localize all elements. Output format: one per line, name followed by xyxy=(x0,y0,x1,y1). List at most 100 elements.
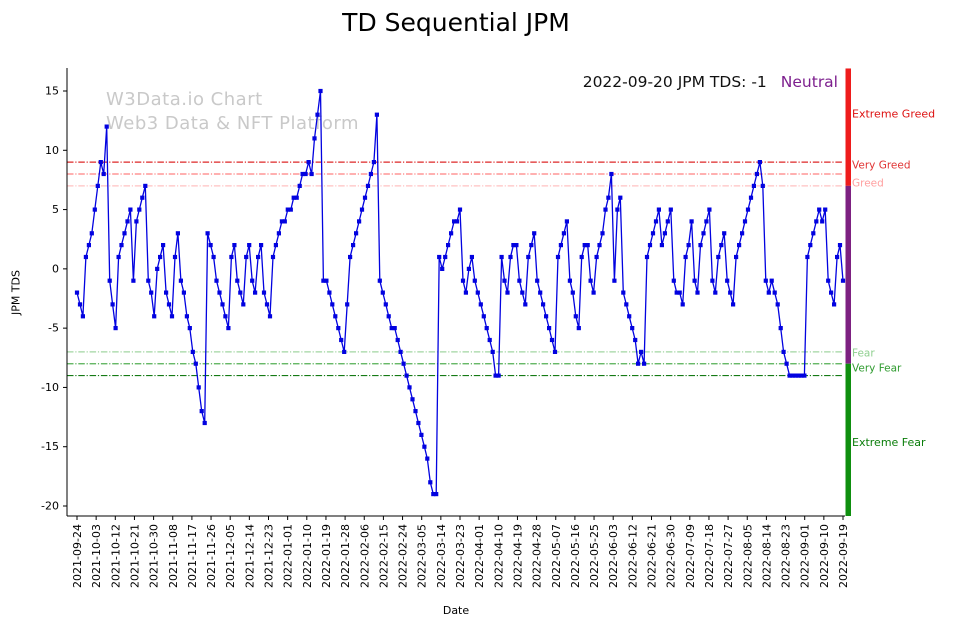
data-point xyxy=(481,314,486,319)
data-point xyxy=(760,183,765,188)
data-point xyxy=(169,314,175,319)
data-point xyxy=(175,231,180,236)
data-point xyxy=(211,254,216,260)
x-tick-label: 2022-05-16 xyxy=(569,524,582,588)
data-point xyxy=(294,195,299,200)
x-tick-label: 2021-11-17 xyxy=(186,524,199,588)
data-point xyxy=(835,254,840,260)
data-point xyxy=(469,254,474,260)
data-point xyxy=(235,278,240,283)
data-point xyxy=(205,231,210,236)
data-point xyxy=(306,160,311,165)
x-tick-label: 2022-06-21 xyxy=(646,524,659,588)
x-tick-label: 2021-10-12 xyxy=(109,524,122,588)
data-point xyxy=(161,243,166,248)
data-point xyxy=(250,278,255,283)
data-point xyxy=(689,219,694,224)
data-point xyxy=(416,420,421,426)
x-tick-label: 2022-05-07 xyxy=(550,524,563,588)
data-point xyxy=(808,243,813,248)
x-tick-label: 2022-04-28 xyxy=(531,524,544,588)
data-point xyxy=(484,326,489,331)
y-tick-label: -20 xyxy=(41,500,59,513)
data-point xyxy=(256,254,261,260)
data-point xyxy=(380,290,385,295)
data-point xyxy=(526,254,531,260)
x-tick-label: 2022-01-19 xyxy=(320,524,333,588)
data-point xyxy=(345,302,350,307)
gauge-segment xyxy=(845,363,851,516)
data-point xyxy=(763,278,768,283)
x-tick-label: 2022-04-01 xyxy=(473,524,486,588)
data-point xyxy=(814,219,819,224)
data-point xyxy=(751,183,756,188)
data-point xyxy=(573,314,578,319)
data-point xyxy=(202,420,207,426)
data-point xyxy=(288,207,293,212)
data-point xyxy=(778,326,783,331)
watermark: W3Data.io Chart Web3 Data & NFT Platform xyxy=(106,88,359,136)
data-point xyxy=(823,207,828,212)
x-tick-label: 2022-04-10 xyxy=(492,524,505,588)
data-point xyxy=(597,243,602,248)
data-point xyxy=(811,231,816,236)
data-point xyxy=(419,432,424,437)
y-tick-label: 15 xyxy=(45,85,59,98)
data-point xyxy=(217,290,222,295)
x-tick-label: 2022-08-05 xyxy=(741,524,754,588)
data-point xyxy=(552,349,558,354)
data-point xyxy=(398,349,403,354)
data-point xyxy=(520,290,525,295)
data-point xyxy=(636,361,641,366)
data-point xyxy=(273,243,278,248)
data-point xyxy=(357,219,362,224)
data-point xyxy=(671,278,676,283)
data-point xyxy=(564,219,569,224)
data-point xyxy=(547,326,552,331)
data-point xyxy=(259,243,264,248)
data-point xyxy=(440,266,445,271)
data-point xyxy=(558,243,563,248)
threshold-label: Greed xyxy=(852,177,884,189)
data-point xyxy=(745,207,751,212)
data-point xyxy=(300,171,305,177)
data-point xyxy=(190,349,195,354)
data-point xyxy=(291,195,296,200)
data-point xyxy=(570,290,575,295)
x-tick-label: 2021-11-08 xyxy=(167,524,180,588)
x-tick-label: 2021-11-26 xyxy=(205,524,218,588)
data-point xyxy=(757,160,762,165)
x-tick-label: 2021-10-21 xyxy=(128,524,141,588)
current-reading: 2022-09-20 JPM TDS: -1 Neutral xyxy=(583,73,838,91)
data-point xyxy=(449,231,454,236)
x-tick-label: 2022-07-27 xyxy=(722,524,735,588)
data-point xyxy=(116,254,121,260)
data-point xyxy=(166,302,172,307)
data-point xyxy=(199,409,204,414)
data-point xyxy=(362,195,368,200)
x-tick-label: 2022-08-23 xyxy=(780,524,793,588)
data-point xyxy=(149,290,154,295)
data-point xyxy=(748,195,754,200)
data-point xyxy=(342,349,347,354)
data-point xyxy=(158,254,163,260)
data-point xyxy=(725,278,730,283)
data-point xyxy=(674,290,679,295)
data-point xyxy=(656,207,661,212)
sentiment-gauge: Extreme Greed Extreme Fear xyxy=(845,68,935,516)
data-point xyxy=(214,278,219,283)
data-point xyxy=(460,278,466,283)
data-point xyxy=(692,278,697,283)
data-point xyxy=(443,254,448,260)
data-point xyxy=(407,385,412,390)
data-point xyxy=(644,254,650,260)
data-point xyxy=(351,243,356,248)
data-point xyxy=(359,207,365,212)
data-point xyxy=(790,373,795,378)
data-point xyxy=(653,219,659,224)
data-point xyxy=(606,195,611,200)
data-point xyxy=(193,361,198,366)
data-point xyxy=(264,302,270,307)
x-tick-label: 2022-02-06 xyxy=(358,524,371,588)
x-tick-label: 2022-01-01 xyxy=(282,524,295,588)
